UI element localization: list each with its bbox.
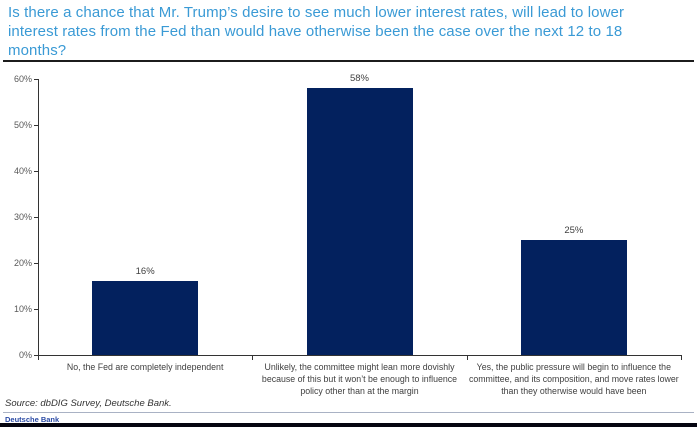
bottom-bar (0, 423, 697, 427)
y-tick-mark (34, 125, 38, 126)
chart-title: Is there a chance that Mr. Trump’s desir… (8, 4, 625, 59)
x-tick-mark (252, 356, 254, 360)
y-tick-label: 10% (13, 304, 32, 314)
y-tick-label: 50% (13, 120, 32, 130)
y-tick-label: 40% (13, 166, 32, 176)
bar (306, 88, 413, 355)
y-tick-label: 20% (13, 258, 32, 268)
bar-value-label: 16% (135, 266, 155, 278)
title-divider (3, 60, 694, 62)
y-tick-mark (34, 263, 38, 264)
bar-chart: 0% 10% 20% 30% 40% 50% 60% 16% No, the Fed are c… (0, 66, 697, 400)
bar (92, 281, 199, 355)
y-tick-label: 60% (13, 74, 32, 84)
bar (520, 240, 627, 355)
category-label: No, the Fed are completely independent (66, 362, 224, 372)
x-axis-line (38, 355, 682, 356)
footer-divider (3, 412, 694, 413)
y-tick-label: 0% (18, 350, 32, 360)
category-label: Unlikely, the committee might lean more … (261, 362, 458, 396)
y-tick-label: 30% (13, 212, 32, 222)
source-note: Source: dbDIG Survey, Deutsche Bank. (5, 398, 172, 409)
y-axis-line (38, 79, 39, 355)
x-tick-mark (38, 356, 39, 360)
bar-value-label: 25% (564, 225, 584, 236)
x-tick-mark (681, 356, 682, 360)
category-label: Yes, the public pressure will begin to i… (468, 362, 679, 396)
y-tick-mark (34, 309, 38, 310)
y-tick-mark (34, 217, 38, 218)
y-tick-mark (34, 355, 38, 356)
deutsche-bank-logo: Deutsche Bank (5, 415, 60, 424)
y-tick-mark (34, 79, 38, 80)
bar-value-label: 58% (349, 73, 369, 85)
y-tick-mark (34, 171, 38, 172)
x-tick-mark (466, 356, 468, 360)
